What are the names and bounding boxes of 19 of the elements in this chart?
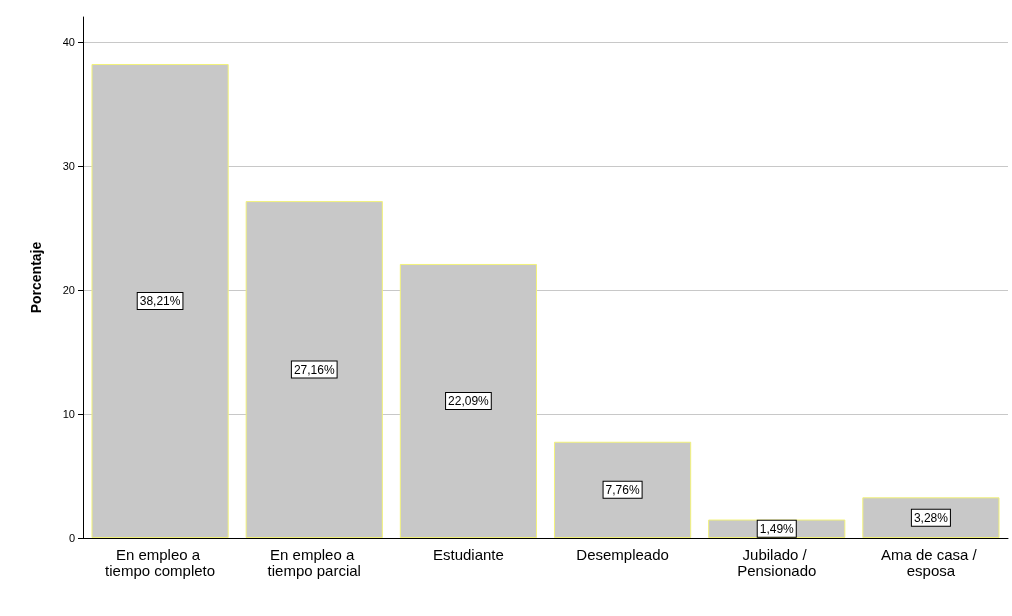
y-tick-label: 0 (68, 532, 75, 544)
x-tick-label: Ama de casa / esposa (880, 545, 981, 579)
x-tick-label: En empleo a tiempo parcial (267, 545, 361, 579)
y-axis-title: Porcentaje (28, 241, 44, 314)
bar (553, 441, 692, 538)
data-label: 7,76% (605, 482, 640, 497)
data-label: 1,49% (759, 521, 795, 536)
y-tick-label: 10 (62, 407, 75, 420)
data-label: 27,16% (293, 362, 335, 377)
data-label: 3,28% (913, 510, 949, 525)
y-tick-label: 20 (62, 283, 75, 296)
data-label: 38,21% (139, 294, 181, 309)
x-tick-label: Jubilado / Pensionado (737, 545, 817, 579)
y-tick-label: 30 (62, 159, 75, 172)
y-tick-label: 40 (62, 35, 75, 48)
data-label: 22,09% (448, 393, 490, 408)
x-tick-label: En empleo a tiempo completo (105, 545, 216, 579)
x-tick-label: Desempleado (576, 545, 669, 563)
x-tick-label: Estudiante (432, 545, 504, 563)
